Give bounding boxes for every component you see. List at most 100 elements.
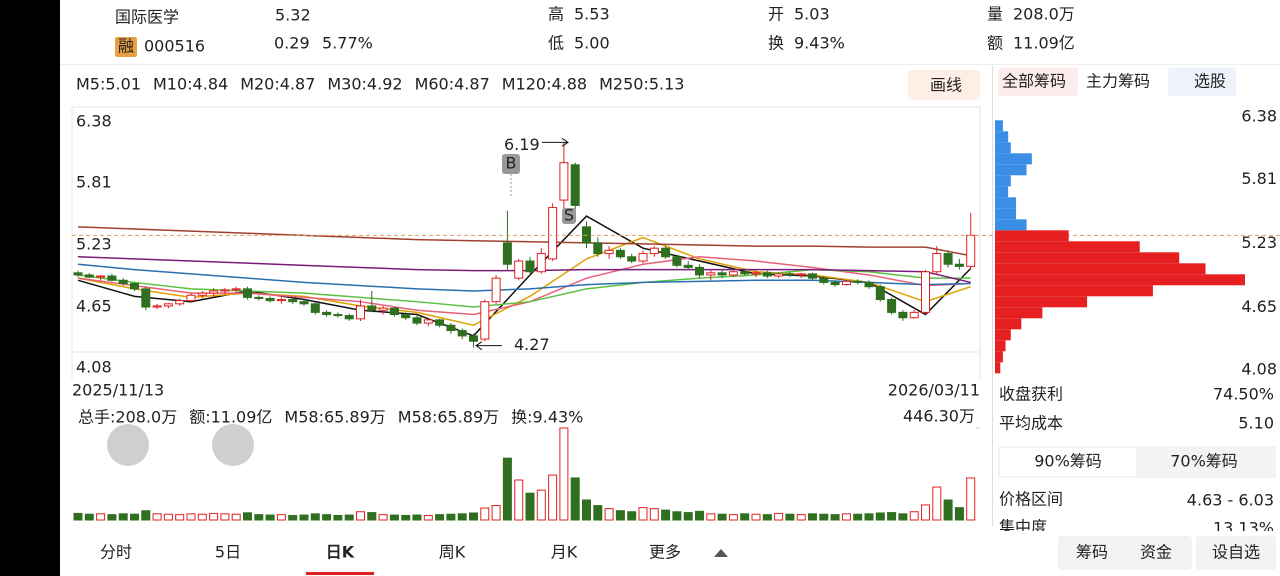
chip-bar xyxy=(995,230,1069,242)
candle-body xyxy=(412,317,422,324)
candle-body xyxy=(909,311,919,319)
stat-label: 平均成本 xyxy=(999,414,1063,433)
volume-bar xyxy=(536,489,546,521)
amount-value: 11.09亿 xyxy=(1013,34,1075,53)
candle-body xyxy=(423,319,433,324)
volume-legend: 换:9.43% xyxy=(511,408,583,427)
nav-left[interactable] xyxy=(107,424,149,466)
open-label: 开 xyxy=(768,5,784,24)
tab[interactable]: 5日 xyxy=(215,543,241,562)
volume-bar xyxy=(672,511,682,521)
volume-bar xyxy=(322,514,332,521)
badge: 融 xyxy=(118,37,134,56)
range-tab[interactable]: 90%筹码 xyxy=(1034,452,1102,471)
candle-body xyxy=(570,164,580,206)
chip-bar xyxy=(995,219,1027,231)
date-label: 2025/11/13 xyxy=(72,381,164,400)
volume-bar xyxy=(457,513,467,521)
ma-legend: M20:4.87 xyxy=(240,75,315,94)
volume-bar xyxy=(954,507,964,521)
volume-bar xyxy=(661,509,671,521)
volume-bar xyxy=(909,511,919,521)
volume-legend: M58:65.89万 xyxy=(398,408,499,427)
volume-max: 446.30万 xyxy=(903,407,975,426)
y-tick-label: 4.08 xyxy=(76,358,112,377)
candle-body xyxy=(661,247,671,258)
bottom-button[interactable]: 设自选 xyxy=(1212,543,1260,562)
candle-body xyxy=(548,207,558,260)
candle-body xyxy=(243,288,252,298)
volume-bar xyxy=(141,510,151,521)
candle-body xyxy=(457,330,467,337)
candle-body xyxy=(774,273,784,277)
candle-body xyxy=(514,260,524,279)
chip-tab[interactable]: 全部筹码 xyxy=(1002,72,1066,91)
ma-legend: M10:4.84 xyxy=(153,75,228,94)
candle-body xyxy=(841,280,851,286)
volume-bar xyxy=(130,513,139,521)
ma-legend: M5:5.01 xyxy=(76,75,141,94)
high-value: 5.53 xyxy=(574,5,610,24)
nav-right[interactable] xyxy=(212,424,254,466)
y-tick-label: 5.23 xyxy=(76,235,112,254)
range-active[interactable] xyxy=(1000,448,1136,476)
bottom-button[interactable]: 筹码 xyxy=(1076,543,1108,562)
chip-bar xyxy=(995,142,1011,154)
chip-bar xyxy=(995,307,1043,319)
volume-bar xyxy=(423,514,433,521)
candle-body xyxy=(954,263,964,267)
stock-code: 000516 xyxy=(144,37,205,56)
candle-body xyxy=(175,300,185,305)
bottom-btn-bg xyxy=(1196,536,1276,570)
chip-bar xyxy=(995,252,1180,264)
candle-body xyxy=(299,301,309,305)
chip-tab[interactable]: 主力筹码 xyxy=(1086,72,1150,91)
bottom-button[interactable]: 资金 xyxy=(1140,543,1172,562)
chip-bar xyxy=(995,340,1006,352)
candle-body xyxy=(322,311,332,316)
range-tab[interactable]: 70%筹码 xyxy=(1170,452,1238,471)
candle-body xyxy=(604,249,614,255)
candle-body xyxy=(672,256,682,266)
chip-tab-bg[interactable] xyxy=(998,68,1078,96)
tab[interactable]: 周K xyxy=(439,543,466,562)
candle-body xyxy=(378,307,388,311)
volume-bar xyxy=(808,513,817,521)
candle-body xyxy=(84,274,94,278)
volume-bar xyxy=(344,514,354,521)
candle-body xyxy=(163,303,173,307)
chip-tab-bg[interactable] xyxy=(1168,68,1236,96)
interval-label: 价格区间 xyxy=(999,490,1063,509)
tab[interactable]: 日K xyxy=(326,543,355,562)
candle-body xyxy=(582,226,591,244)
candle-body xyxy=(389,307,399,316)
draw-button[interactable]: 画线 xyxy=(930,76,962,95)
stock-name: 国际医学 xyxy=(115,8,179,27)
candle-body xyxy=(96,275,106,278)
chip-tab-bg[interactable] xyxy=(1082,68,1162,96)
volume-bar xyxy=(593,505,603,521)
volume-legend: M58:65.89万 xyxy=(284,408,385,427)
tab[interactable]: 分时 xyxy=(100,543,132,562)
volume-bar xyxy=(412,514,422,521)
candle-body xyxy=(469,335,478,342)
chip-tab[interactable]: 选股 xyxy=(1194,72,1226,91)
volume-bar xyxy=(796,514,806,521)
tab[interactable]: 月K xyxy=(551,543,578,562)
chip-y-tick: 4.08 xyxy=(1241,360,1277,379)
candle-body xyxy=(107,275,117,281)
volume-bar xyxy=(548,474,558,521)
candle-body xyxy=(864,281,874,288)
candle-body xyxy=(966,234,976,267)
chip-bar xyxy=(995,318,1022,330)
candle-body xyxy=(435,319,445,326)
volume-bar xyxy=(107,514,117,521)
y-tick-label: 6.38 xyxy=(76,112,112,131)
draw-button-bg[interactable] xyxy=(908,70,980,100)
high-label: 高 xyxy=(548,5,564,24)
ma-line xyxy=(77,256,971,316)
date-label: 2026/03/11 xyxy=(888,381,980,400)
tab[interactable]: 更多 xyxy=(649,543,681,562)
volume-bar xyxy=(932,486,942,521)
volume-legend: 额:11.09亿 xyxy=(189,408,272,427)
